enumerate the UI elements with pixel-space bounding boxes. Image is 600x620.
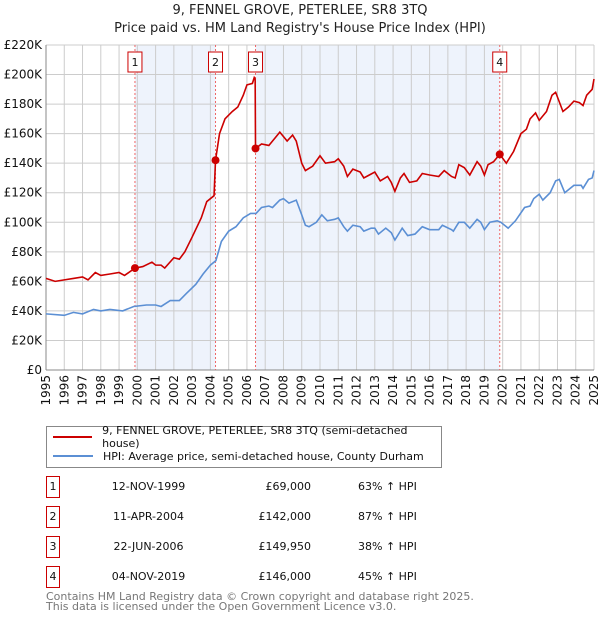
x-tick-label: 2020: [496, 375, 510, 406]
x-tick-label: 2021: [514, 375, 528, 406]
sale-hpi-change: 87% ↑ HPI: [358, 510, 417, 523]
x-tick-label: 2003: [185, 375, 199, 406]
x-tick-label: 1995: [39, 375, 53, 406]
legend-swatch-blue: [53, 455, 93, 457]
x-tick-label: 2016: [423, 375, 437, 406]
sale-price: £149,950: [258, 540, 312, 553]
sale-price: £69,000: [265, 480, 312, 493]
x-tick-label: 2022: [532, 375, 546, 406]
sale-badge-label: 2: [212, 56, 219, 69]
sale-point: [211, 156, 220, 165]
sale-badge-label: 4: [496, 56, 503, 69]
sale-badge-label: 1: [131, 56, 138, 69]
legend-label: HPI: Average price, semi-detached house,…: [103, 449, 424, 463]
sale-badge: 4: [46, 566, 60, 588]
legend: 9, FENNEL GROVE, PETERLEE, SR8 3TQ (semi…: [46, 424, 442, 468]
y-tick-label: £180K: [4, 97, 44, 111]
footer-copyright: Contains HM Land Registry data © Crown c…: [46, 590, 474, 603]
x-tick-label: 2017: [441, 375, 455, 406]
hpi-line: [45, 170, 595, 317]
sale-badge: 1: [46, 476, 60, 498]
y-tick-label: £200K: [4, 68, 44, 82]
x-tick-label: 1999: [112, 375, 126, 406]
shaded-ownership-period: [255, 45, 500, 370]
shaded-ownership-period: [134, 45, 216, 370]
y-tick-label: £80K: [11, 245, 43, 259]
y-tick-label: £100K: [4, 215, 44, 229]
sale-point: [495, 150, 504, 159]
sale-badge-label: 3: [252, 56, 259, 69]
legend-label: 9, FENNEL GROVE, PETERLEE, SR8 3TQ (semi…: [102, 424, 408, 450]
sale-date: 04-NOV-2019: [111, 570, 186, 583]
footer-licence: This data is licensed under the Open Gov…: [46, 600, 397, 613]
x-tick-label: 2012: [350, 375, 364, 406]
y-tick-label: £140K: [4, 156, 44, 170]
x-tick-label: 1997: [76, 375, 90, 406]
y-tick-label: £20K: [11, 333, 43, 347]
y-tick-label: £60K: [11, 274, 43, 288]
x-tick-label: 2013: [368, 375, 382, 406]
x-tick-label: 2005: [222, 375, 236, 406]
x-tick-label: 2015: [404, 375, 418, 406]
chart-title: 9, FENNEL GROVE, PETERLEE, SR8 3TQ: [172, 3, 428, 18]
sale-point: [251, 144, 260, 153]
y-tick-label: £120K: [4, 186, 44, 200]
x-tick-label: 2009: [295, 375, 309, 406]
sale-hpi-change: 45% ↑ HPI: [358, 570, 417, 583]
y-tick-label: £40K: [11, 304, 43, 318]
sale-badge: 2: [46, 506, 60, 528]
plot-area: £0 £20K £40K £60K £80K £100K £120K £140K £160K £1…: [4, 38, 600, 406]
sale-hpi-change: 38% ↑ HPI: [358, 540, 417, 553]
y-tick-label: £160K: [4, 127, 44, 141]
property-price-line: [45, 75, 595, 283]
sale-badge: 3: [46, 536, 60, 558]
sale-point: [130, 264, 139, 273]
sale-badge: [248, 51, 264, 73]
y-tick-label: £0: [27, 363, 42, 377]
x-tick-label: 2018: [459, 375, 473, 406]
x-tick-label: 2019: [477, 375, 491, 406]
x-tick-label: 2023: [550, 375, 564, 406]
sale-badge: [208, 51, 224, 73]
x-tick-label: 2000: [130, 375, 144, 406]
legend-item-hpi: HPI: Average price, semi-detached house,…: [53, 448, 424, 464]
x-tick-label: 2007: [258, 375, 272, 406]
x-tick-label: 2014: [386, 375, 400, 406]
x-tick-label: 1998: [94, 375, 108, 406]
x-tick-label: 2010: [313, 375, 327, 406]
x-tick-label: 2008: [276, 375, 290, 406]
x-tick-label: 1996: [57, 375, 71, 406]
y-tick-label: £220K: [4, 38, 44, 52]
sale-badge: [492, 51, 508, 73]
sale-date: 11-APR-2004: [112, 510, 185, 523]
chart-subtitle: Price paid vs. HM Land Registry's House …: [114, 21, 486, 36]
x-tick-label: 2024: [569, 375, 583, 406]
sale-hpi-change: 63% ↑ HPI: [358, 480, 417, 493]
sale-date: 22-JUN-2006: [113, 540, 184, 553]
legend-item-property: 9, FENNEL GROVE, PETERLEE, SR8 3TQ (semi…: [53, 424, 441, 450]
sale-badge: [127, 51, 143, 73]
x-tick-label: 2011: [331, 375, 345, 406]
x-tick-label: 2025: [587, 375, 600, 406]
x-tick-label: 2001: [149, 375, 163, 406]
x-tick-label: 2004: [203, 375, 217, 406]
x-tick-label: 2002: [167, 375, 181, 406]
sale-date: 12-NOV-1999: [111, 480, 186, 493]
sale-price: £142,000: [258, 510, 312, 523]
sale-price: £146,000: [258, 570, 312, 583]
x-tick-label: 2006: [240, 375, 254, 406]
legend-swatch-red: [53, 436, 93, 438]
